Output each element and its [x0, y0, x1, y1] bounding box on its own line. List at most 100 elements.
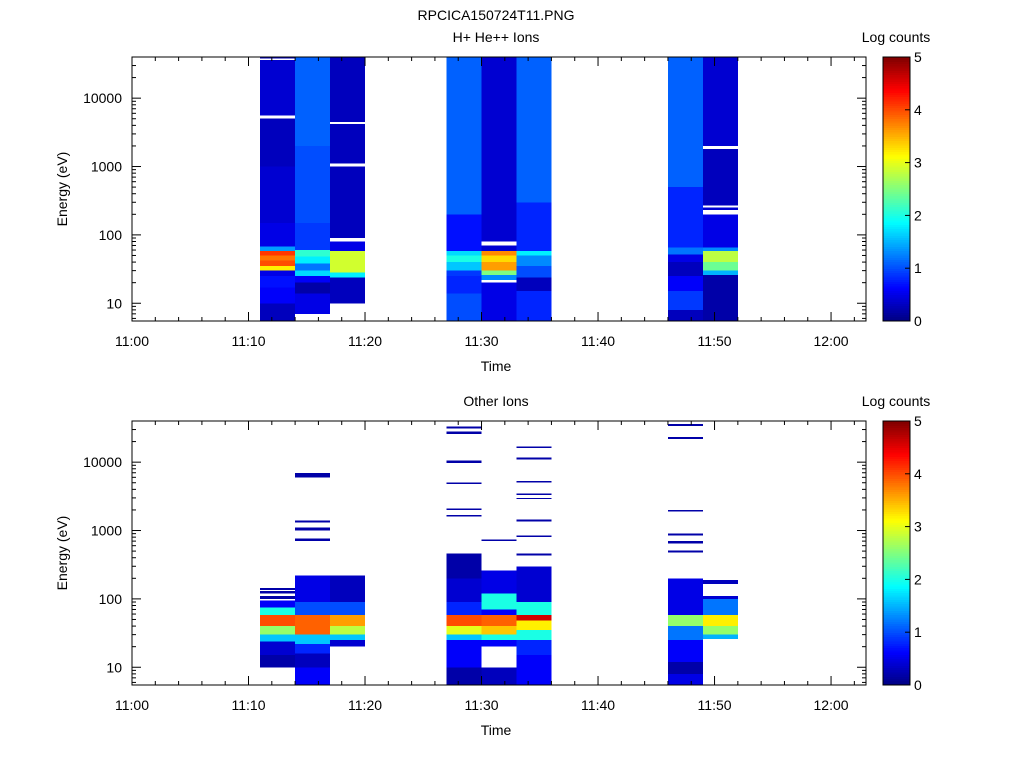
heatmap-cell — [702, 205, 738, 208]
heatmap-cell — [260, 641, 296, 656]
heatmap-cell — [516, 566, 552, 603]
colorbar-step — [883, 638, 910, 642]
colorbar-step — [883, 164, 910, 168]
colorbar-step — [883, 566, 910, 569]
heatmap-cell — [516, 553, 552, 556]
colorbar-step — [883, 107, 910, 111]
heatmap-cell — [667, 254, 703, 263]
heatmap-cell — [667, 291, 703, 310]
heatmap-cell — [481, 262, 517, 271]
colorbar-step — [883, 434, 910, 437]
colorbar-step — [883, 634, 910, 638]
colorbar-step — [883, 432, 910, 435]
heatmap-cell — [260, 222, 296, 247]
heatmap-cell — [481, 282, 517, 321]
heatmap-cell — [516, 202, 552, 252]
colorbar-step — [883, 500, 910, 503]
colorbar-step — [883, 460, 910, 464]
colorbar-step — [883, 647, 910, 651]
y-tick-label: 1000 — [91, 523, 122, 539]
heatmap-cell — [481, 609, 517, 616]
colorbar-step — [883, 266, 910, 269]
colorbar-tick-label: 3 — [914, 519, 922, 535]
x-tick-label: 11:50 — [698, 333, 732, 349]
colorbar-step — [883, 241, 910, 245]
heatmap-cell — [446, 214, 482, 252]
heatmap-cell — [516, 277, 552, 292]
heatmap-cell — [667, 640, 703, 662]
colorbar-step — [883, 303, 910, 307]
colorbar-step — [883, 158, 910, 161]
heatmap-cell — [481, 615, 517, 627]
x-tick-label: 11:00 — [115, 697, 149, 713]
heatmap-cell — [667, 578, 703, 616]
colorbar-step — [883, 263, 910, 267]
heatmap-cell — [295, 643, 331, 654]
heatmap-cell — [446, 255, 482, 263]
heatmap-cell — [446, 508, 482, 510]
colorbar-step — [883, 193, 910, 197]
colorbar-step — [883, 233, 910, 236]
heatmap-cell — [446, 460, 482, 463]
colorbar-step — [883, 586, 910, 589]
colorbar-step — [883, 467, 910, 470]
colorbar-step — [883, 605, 910, 609]
colorbar-step — [883, 213, 910, 216]
panel-bottom-colorbar-label: Log counts — [862, 393, 931, 409]
colorbar-step — [883, 129, 910, 133]
heatmap-cell — [260, 626, 296, 635]
heatmap-cell — [295, 270, 331, 277]
heatmap-cell — [295, 282, 331, 294]
colorbar-step — [883, 114, 910, 117]
heatmap-cell — [446, 634, 482, 641]
colorbar-step — [883, 127, 910, 131]
heatmap-cell — [295, 263, 331, 271]
colorbar-step — [883, 237, 910, 241]
panel-bottom-ylabel: Energy (eV) — [54, 516, 70, 591]
heatmap-cell — [295, 667, 331, 685]
colorbar-step — [883, 63, 910, 67]
heatmap-cell — [260, 287, 296, 304]
colorbar-step — [883, 94, 910, 98]
heatmap-cell — [446, 482, 482, 484]
heatmap-cell — [295, 634, 331, 644]
colorbar-step — [883, 546, 910, 550]
colorbar-step — [883, 250, 910, 254]
colorbar-step — [883, 180, 910, 183]
heatmap-cell — [702, 615, 738, 627]
colorbar-step — [883, 103, 910, 106]
colorbar-step — [883, 462, 910, 466]
heatmap-cell — [260, 598, 296, 601]
colorbar-step — [883, 118, 910, 122]
colorbar-frame — [882, 420, 911, 686]
colorbar-step — [883, 601, 910, 605]
heatmap-cell — [702, 634, 738, 639]
colorbar-step — [883, 200, 910, 203]
colorbar-step — [883, 235, 910, 238]
heatmap-cell — [667, 436, 703, 439]
colorbar-step — [883, 299, 910, 302]
heatmap-cell — [295, 276, 331, 283]
colorbar-step — [883, 290, 910, 293]
colorbar-step — [883, 667, 910, 671]
colorbar-step — [883, 480, 910, 484]
colorbar-step — [883, 630, 910, 633]
heatmap-cell — [260, 260, 296, 267]
colorbar-step — [883, 678, 910, 682]
colorbar-step — [883, 281, 910, 285]
colorbar-step — [883, 649, 910, 653]
heatmap-cell — [446, 57, 482, 215]
colorbar-step — [883, 318, 910, 322]
colorbar-step — [883, 542, 910, 545]
heatmap-cell — [260, 58, 296, 61]
heatmap-cell — [516, 655, 552, 685]
colorbar-step — [883, 429, 910, 433]
colorbar-step — [883, 252, 910, 256]
colorbar-step — [883, 669, 910, 673]
heatmap-cell — [260, 276, 296, 288]
heatmap-cell — [446, 276, 482, 294]
colorbar-step — [883, 568, 910, 572]
colorbar-step — [883, 451, 910, 455]
colorbar-step — [883, 436, 910, 440]
heatmap-cell — [295, 57, 331, 146]
